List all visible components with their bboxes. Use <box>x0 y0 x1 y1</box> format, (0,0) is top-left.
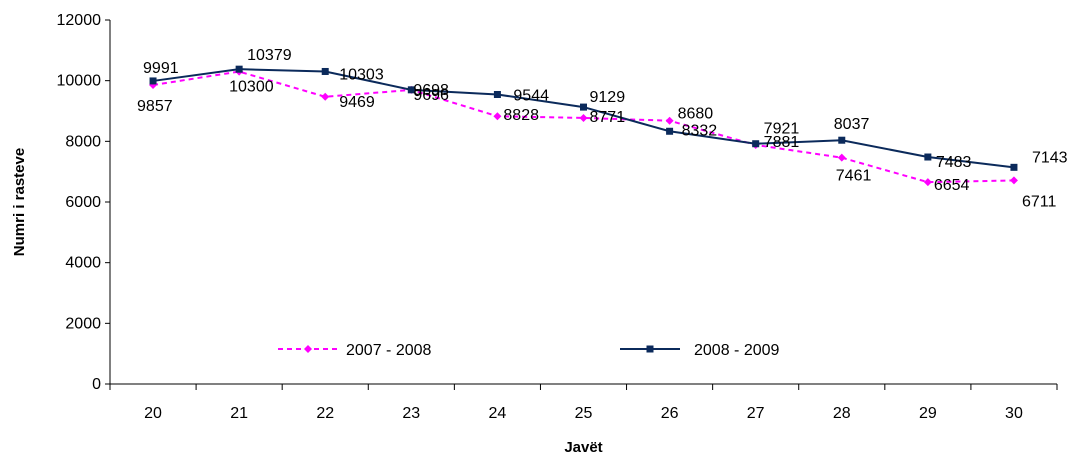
y-tick-label: 8000 <box>65 133 101 150</box>
data-point <box>493 112 502 121</box>
legend-item-2007-2008: 2007 - 2008 <box>278 342 432 359</box>
data-label: 7921 <box>764 121 800 138</box>
data-label: 7881 <box>764 134 800 151</box>
y-tick-label: 0 <box>92 376 101 393</box>
data-point <box>579 113 588 122</box>
legend-swatch-marker <box>304 345 312 353</box>
series-line-0 <box>152 70 1014 184</box>
data-label: 8332 <box>682 122 718 139</box>
data-point <box>838 136 846 144</box>
y-tick-label: 12000 <box>57 12 102 29</box>
y-tick-label: 2000 <box>65 315 101 332</box>
x-tick-label: 25 <box>575 405 593 422</box>
x-tick-label: 23 <box>402 405 420 422</box>
x-tick-label: 26 <box>661 405 679 422</box>
data-point <box>752 140 760 148</box>
data-labels: 9857 10300 9469 9696 8828 8771 8680 7881 7461 665… <box>137 47 1068 210</box>
x-tick-label: 29 <box>919 405 937 422</box>
data-label: 10303 <box>339 66 384 83</box>
data-point <box>321 67 329 75</box>
data-label: 8680 <box>678 106 714 123</box>
data-label: 10379 <box>247 47 292 64</box>
data-label: 9544 <box>513 87 549 104</box>
legend: 2007 - 2008 2008 - 2009 <box>278 342 780 359</box>
y-tick-label: 6000 <box>65 194 101 211</box>
x-tick-labels: 20 21 22 23 24 25 26 27 28 29 30 <box>144 405 1023 422</box>
legend-label: 2008 - 2009 <box>694 342 780 359</box>
series-layer <box>149 65 1018 187</box>
data-point <box>924 153 932 161</box>
data-point <box>1009 176 1018 185</box>
y-tick-label: 4000 <box>65 255 101 272</box>
data-label: 6711 <box>1022 193 1057 210</box>
data-point <box>665 116 674 125</box>
data-label: 9698 <box>413 82 449 99</box>
x-tick-label: 27 <box>747 405 765 422</box>
data-label: 9991 <box>143 60 179 77</box>
data-point <box>493 90 501 98</box>
legend-swatch-marker <box>646 345 654 353</box>
y-tick-labels: 0 2000 4000 6000 8000 10000 12000 <box>57 12 102 393</box>
legend-label: 2007 - 2008 <box>346 342 432 359</box>
y-axis-title: Numri i rasteve <box>11 148 28 256</box>
data-label: 6654 <box>934 177 970 194</box>
data-point <box>580 103 587 111</box>
data-label: 7143 <box>1032 149 1068 166</box>
data-label: 8771 <box>590 109 626 126</box>
data-point <box>321 92 330 101</box>
data-point <box>1010 163 1018 171</box>
data-label: 7483 <box>936 154 972 171</box>
data-point <box>235 65 243 73</box>
data-label: 7461 <box>836 168 872 185</box>
data-label: 10300 <box>229 79 274 96</box>
x-tick-label: 21 <box>230 405 248 422</box>
legend-item-2008-2009: 2008 - 2009 <box>620 342 780 359</box>
y-tick-label: 10000 <box>57 73 102 90</box>
axes <box>105 19 1058 390</box>
x-tick-label: 24 <box>489 405 507 422</box>
x-tick-label: 30 <box>1005 405 1023 422</box>
data-label: 9696 <box>413 87 449 104</box>
data-point <box>837 153 846 162</box>
x-tick-label: 28 <box>833 405 851 422</box>
data-label: 8037 <box>834 116 870 133</box>
data-point <box>666 127 674 135</box>
data-point <box>923 178 932 187</box>
x-axis-title: Javët <box>564 439 602 456</box>
data-point <box>407 86 415 94</box>
data-label: 8828 <box>503 107 539 124</box>
data-label: 9469 <box>339 94 375 111</box>
data-label: 9129 <box>590 89 626 106</box>
data-point <box>149 77 157 85</box>
x-tick-label: 20 <box>144 405 162 422</box>
x-tick-label: 22 <box>316 405 334 422</box>
data-label: 9857 <box>137 98 173 115</box>
